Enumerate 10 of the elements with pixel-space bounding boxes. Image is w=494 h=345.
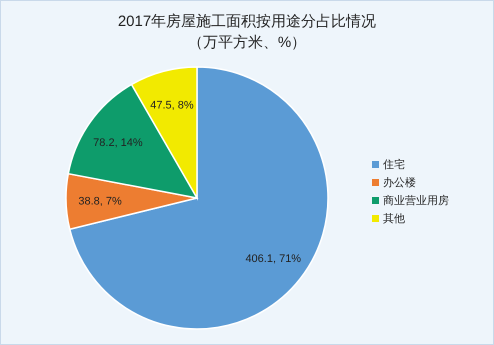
legend-label: 商业营业用房 xyxy=(383,194,449,207)
data-label: 406.1, 71% xyxy=(245,252,302,265)
data-label: 78.2, 14% xyxy=(93,136,143,149)
legend-label: 住宅 xyxy=(383,158,405,171)
data-label: 38.8, 7% xyxy=(78,196,122,208)
legend-label: 办公楼 xyxy=(383,176,416,189)
chart-title: 2017年房屋施工面积按用途分占比情况 xyxy=(118,13,376,30)
chart-subtitle: （万平方米、%） xyxy=(188,34,306,51)
legend-label: 其他 xyxy=(383,212,405,225)
data-label: 47.5, 8% xyxy=(150,99,194,112)
